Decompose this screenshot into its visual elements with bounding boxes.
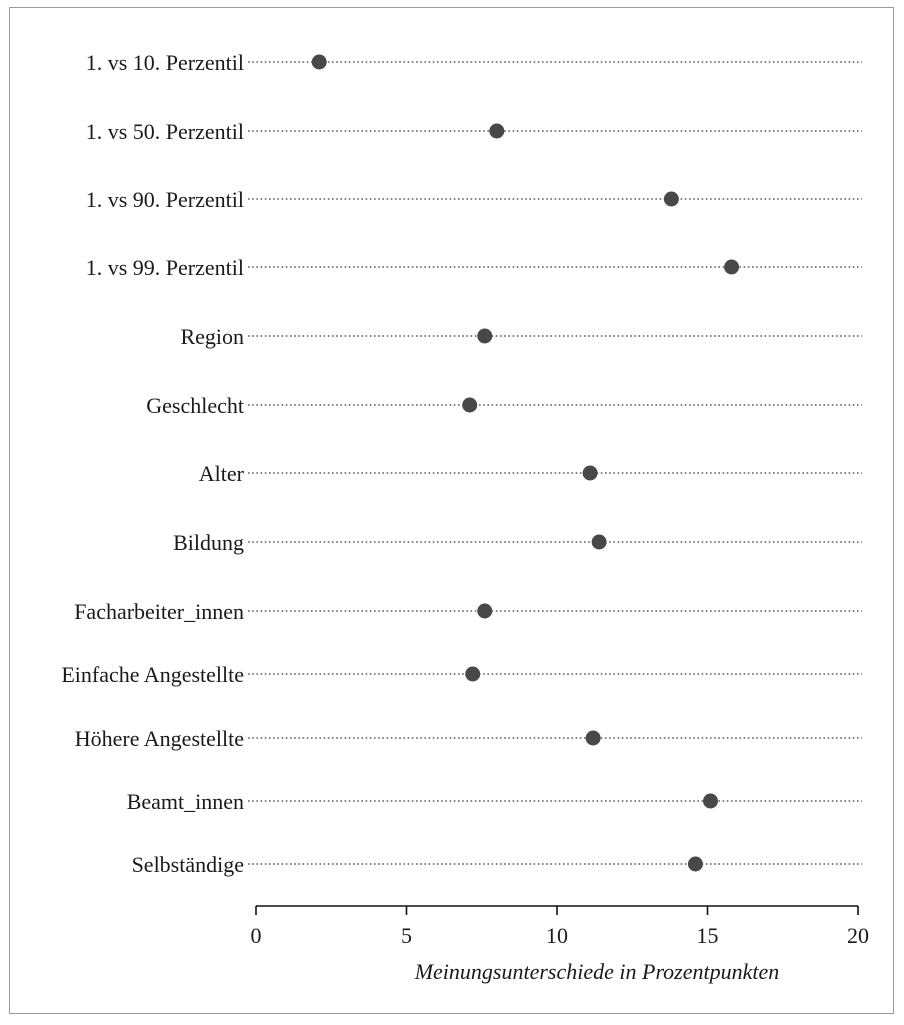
x-tick-label: 0 — [251, 923, 262, 948]
category-label: Facharbeiter_innen — [74, 599, 244, 624]
data-point — [724, 259, 740, 275]
category-label: Beamt_innen — [127, 789, 244, 814]
chart-frame — [9, 7, 894, 1014]
data-point — [663, 191, 679, 207]
chart-row: 1. vs 90. Perzentil — [86, 187, 862, 212]
category-label: Geschlecht — [146, 393, 244, 418]
category-label: Selbständige — [132, 852, 244, 877]
x-tick-label: 20 — [847, 923, 869, 948]
data-point — [465, 666, 481, 682]
data-point — [591, 534, 607, 550]
chart-row: Geschlecht — [146, 393, 862, 418]
x-axis: 0 5 10 15 20 — [251, 905, 869, 948]
category-label: 1. vs 90. Perzentil — [86, 187, 244, 212]
data-point — [311, 54, 327, 70]
data-point — [582, 465, 598, 481]
data-point — [703, 793, 719, 809]
data-point — [462, 397, 478, 413]
chart-row: 1. vs 10. Perzentil — [86, 50, 862, 75]
data-point — [489, 123, 505, 139]
category-label: Alter — [199, 461, 245, 486]
chart-row: Region — [180, 324, 862, 349]
chart-row: Beamt_innen — [127, 789, 862, 814]
x-tick-label: 15 — [697, 923, 719, 948]
chart-row: 1. vs 99. Perzentil — [86, 255, 862, 280]
x-tick-label: 10 — [546, 923, 568, 948]
chart-rows: 1. vs 10. Perzentil 1. vs 50. Perzentil 1.… — [61, 50, 862, 877]
category-label: 1. vs 50. Perzentil — [86, 119, 244, 144]
x-axis-title: Meinungsunterschiede in Prozentpunkten — [414, 959, 780, 984]
data-point — [585, 730, 601, 746]
category-label: Einfache Angestellte — [61, 662, 244, 687]
chart-row: Einfache Angestellte — [61, 662, 862, 687]
chart-row: Facharbeiter_innen — [74, 599, 862, 624]
category-label: Höhere Angestellte — [75, 726, 244, 751]
chart-row: Bildung — [173, 530, 862, 555]
chart-row: Alter — [199, 461, 862, 486]
chart-row: 1. vs 50. Perzentil — [86, 119, 862, 144]
x-tick-label: 5 — [401, 923, 412, 948]
category-label: 1. vs 99. Perzentil — [86, 255, 244, 280]
data-point — [477, 328, 493, 344]
data-point — [477, 603, 493, 619]
category-label: Bildung — [173, 530, 244, 555]
category-label: Region — [180, 324, 244, 349]
chart-row: Selbständige — [132, 852, 862, 877]
chart-row: Höhere Angestellte — [75, 726, 862, 751]
data-point — [687, 856, 703, 872]
category-label: 1. vs 10. Perzentil — [86, 50, 244, 75]
